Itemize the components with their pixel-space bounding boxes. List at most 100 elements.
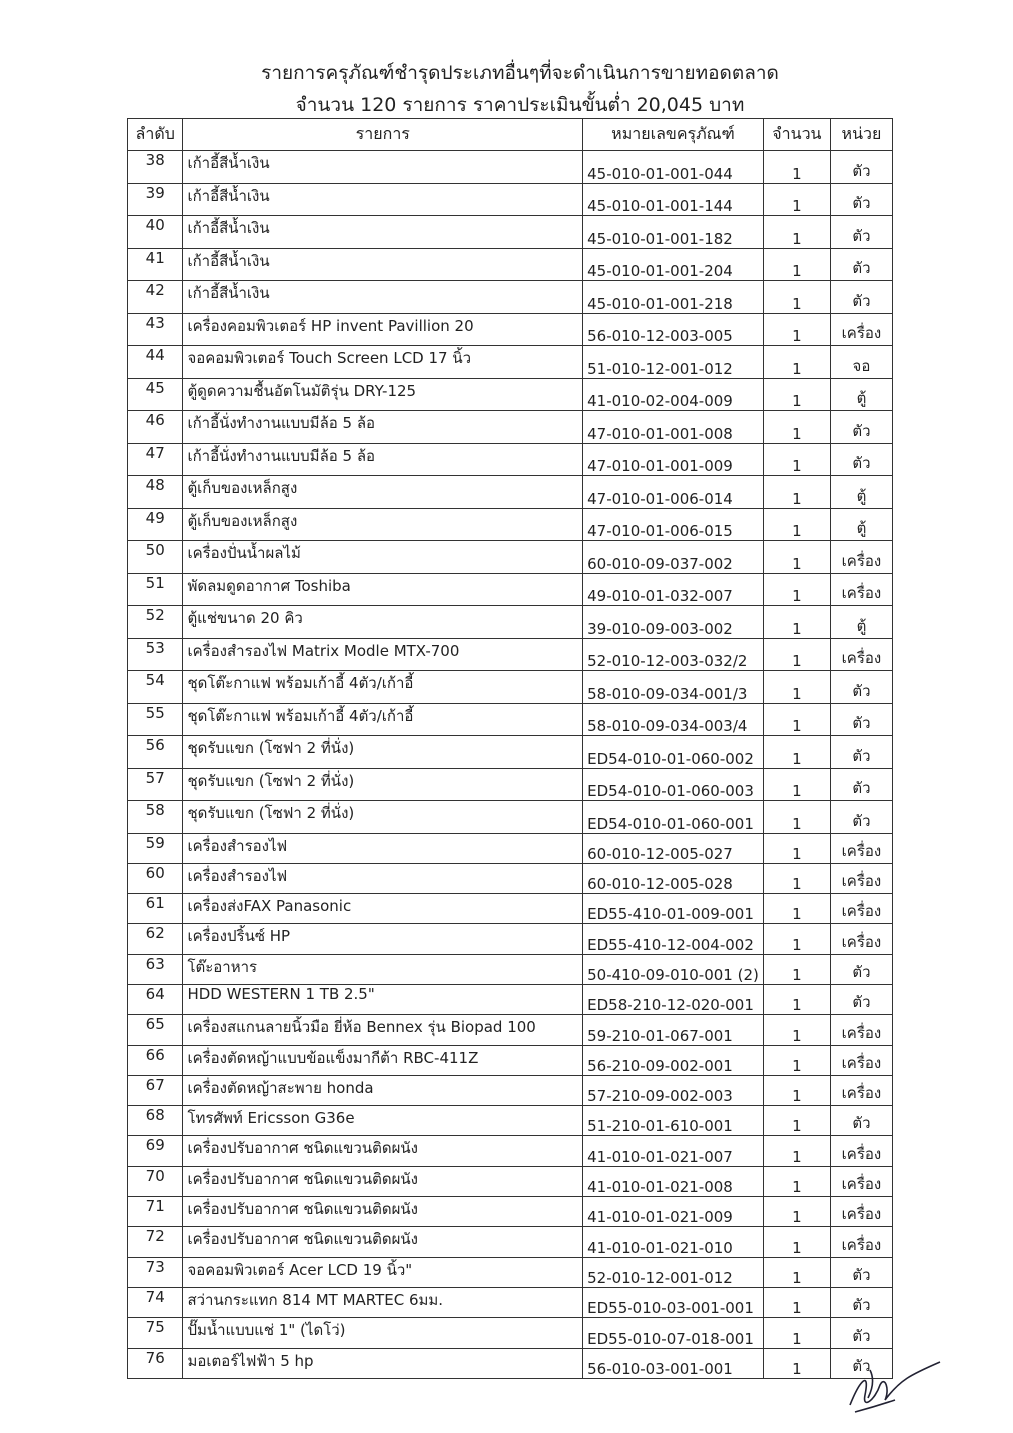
table-row: 69 เครื่องปรับอากาศ ชนิดแขวนติดผนัง 41-010… <box>126 1135 894 1167</box>
item-name: เครื่องสำรองไฟ <box>182 862 584 895</box>
item-name: เครื่องส่งFAX Panasonic <box>182 893 584 925</box>
table-row: 43 เครื่องคอมพิวเตอร์ HP invent Pavillion… <box>126 312 894 346</box>
table-row: 59 เครื่องสำรองไฟ 60-010-12-005-027 1 เครื่อ… <box>126 832 894 864</box>
item-name: เครื่องปริ้นซ์ HP <box>182 923 584 955</box>
item-name: ชุดรับแขก (โซฟา 2 ที่นั่ง) <box>182 767 584 801</box>
quantity: 1 <box>762 1196 831 1228</box>
table-row: 73 จอคอมพิวเตอร์ Acer LCD 19 นิ้ว" 52-010-… <box>126 1256 894 1288</box>
quantity: 1 <box>762 1256 831 1288</box>
quantity: 1 <box>762 475 831 509</box>
item-name: เครื่องสำรองไฟ Matrix Modle MTX-700 <box>182 637 584 671</box>
asset-number: 45-010-01-001-182 <box>582 215 764 249</box>
header-item: รายการ <box>182 118 584 151</box>
row-number: 40 <box>126 215 184 249</box>
asset-number: 45-010-01-001-218 <box>582 280 764 314</box>
quantity: 1 <box>762 182 831 216</box>
item-name: เครื่องปรับอากาศ ชนิดแขวนติดผนัง <box>182 1226 584 1258</box>
item-name: เครื่องปรับอากาศ ชนิดแขวนติดผนัง <box>182 1135 584 1167</box>
row-number: 76 <box>126 1347 184 1379</box>
asset-number: ED58-210-12-020-001 <box>582 983 764 1016</box>
row-number: 64 <box>126 983 184 1016</box>
asset-number: ED54-010-01-060-001 <box>582 800 764 834</box>
item-name: ตู้เก็บของเหล็กสูง <box>182 475 584 509</box>
row-number: 45 <box>126 377 184 411</box>
quantity: 1 <box>762 312 831 346</box>
unit: เครื่อง <box>829 1196 894 1228</box>
table-row: 55 ชุดโต๊ะกาแฟ พร้อมเก้าอี้ 4ตัว/เก้าอี้ 5… <box>126 702 894 736</box>
quantity: 1 <box>762 1135 831 1167</box>
unit: ตู้ <box>829 377 894 411</box>
row-number: 49 <box>126 507 184 541</box>
unit: ตัว <box>829 983 894 1016</box>
asset-number: 47-010-01-006-014 <box>582 475 764 509</box>
item-name: ตู้แช่ขนาด 20 คิว <box>182 605 584 639</box>
quantity: 1 <box>762 1226 831 1258</box>
unit: ตัว <box>829 247 894 281</box>
asset-number: 41-010-01-021-009 <box>582 1196 764 1228</box>
item-name: เก้าอี้สีน้ำเงิน <box>182 215 584 249</box>
item-name: โทรศัพท์ Ericsson G36e <box>182 1105 584 1137</box>
quantity: 1 <box>762 1347 831 1379</box>
unit: ตัว <box>829 1317 894 1349</box>
row-number: 56 <box>126 735 184 769</box>
quantity: 1 <box>762 862 831 895</box>
header-unit: หน่วย <box>829 118 894 151</box>
quantity: 1 <box>762 1044 831 1076</box>
unit: จอ <box>829 345 894 379</box>
item-name: เครื่องสำรองไฟ <box>182 832 584 864</box>
table-row: 63 โต๊ะอาหาร 50-410-09-010-001 (2) 1 ตัว <box>126 953 894 985</box>
quantity: 1 <box>762 1074 831 1107</box>
row-number: 70 <box>126 1165 184 1198</box>
item-name: สว่านกระแทก 814 MT MARTEC 6มม. <box>182 1286 584 1319</box>
unit: ตัว <box>829 735 894 769</box>
asset-number: 41-010-01-021-010 <box>582 1226 764 1258</box>
header-asset-number: หมายเลขครุภัณฑ์ <box>582 118 764 151</box>
quantity: 1 <box>762 953 831 985</box>
item-name: เก้าอี้นั่งทำงานแบบมีล้อ 5 ล้อ <box>182 442 584 476</box>
item-name: เครื่องสแกนลายนิ้วมือ ยี่ห้อ Bennex รุ่น… <box>182 1014 584 1046</box>
row-number: 60 <box>126 862 184 895</box>
quantity: 1 <box>762 1105 831 1137</box>
table-row: 50 เครื่องปั่นน้ำผลไม้ 60-010-09-037-002 1 เ… <box>126 540 894 574</box>
quantity: 1 <box>762 670 831 704</box>
document-title: รายการครุภัณฑ์ชำรุดประเภทอื่นๆที่จะดำเนิ… <box>261 62 779 84</box>
row-number: 42 <box>126 280 184 314</box>
unit: ตัว <box>829 953 894 985</box>
row-number: 44 <box>126 345 184 379</box>
asset-number: ED55-410-12-004-002 <box>582 923 764 955</box>
table-row: 45 ตู้ดูดความชื้นอัตโนมัติรุ่น DRY-125 41-… <box>126 377 894 411</box>
asset-number: 45-010-01-001-144 <box>582 182 764 216</box>
table-row: 52 ตู้แช่ขนาด 20 คิว 39-010-09-003-002 1 ตู้ <box>126 605 894 639</box>
unit: เครื่อง <box>829 1074 894 1107</box>
row-number: 63 <box>126 953 184 985</box>
unit: เครื่อง <box>829 1044 894 1076</box>
item-name: เก้าอี้นั่งทำงานแบบมีล้อ 5 ล้อ <box>182 410 584 444</box>
unit: ตัว <box>829 1286 894 1319</box>
row-number: 73 <box>126 1256 184 1288</box>
table-row: 66 เครื่องตัดหญ้าแบบข้อแข็งมากีต้า RBC-41… <box>126 1044 894 1076</box>
quantity: 1 <box>762 507 831 541</box>
row-number: 46 <box>126 410 184 444</box>
unit: ตัว <box>829 182 894 216</box>
unit: เครื่อง <box>829 637 894 671</box>
row-number: 61 <box>126 893 184 925</box>
asset-number: 41-010-02-004-009 <box>582 377 764 411</box>
quantity: 1 <box>762 345 831 379</box>
item-name: เครื่องปั่นน้ำผลไม้ <box>182 540 584 574</box>
quantity: 1 <box>762 702 831 736</box>
row-number: 58 <box>126 800 184 834</box>
quantity: 1 <box>762 637 831 671</box>
quantity: 1 <box>762 767 831 801</box>
row-number: 75 <box>126 1317 184 1349</box>
asset-number: 41-010-01-021-008 <box>582 1165 764 1198</box>
quantity: 1 <box>762 605 831 639</box>
row-number: 39 <box>126 182 184 216</box>
quantity: 1 <box>762 247 831 281</box>
table-row: 48 ตู้เก็บของเหล็กสูง 47-010-01-006-014 1 ตู… <box>126 475 894 509</box>
table-row: 72 เครื่องปรับอากาศ ชนิดแขวนติดผนัง 41-010… <box>126 1226 894 1258</box>
item-name: พัดลมดูดอากาศ Toshiba <box>182 572 584 606</box>
item-name: จอคอมพิวเตอร์ Acer LCD 19 นิ้ว" <box>182 1256 584 1288</box>
asset-number: 47-010-01-001-008 <box>582 410 764 444</box>
item-name: เครื่องปรับอากาศ ชนิดแขวนติดผนัง <box>182 1165 584 1198</box>
asset-number: 60-010-09-037-002 <box>582 540 764 574</box>
